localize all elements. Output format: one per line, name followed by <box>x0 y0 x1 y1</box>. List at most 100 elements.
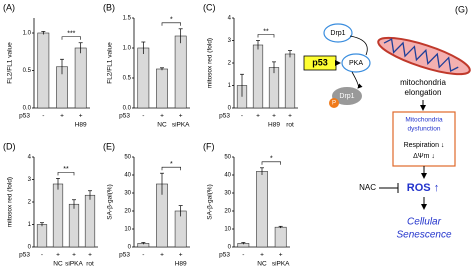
condition-value: + <box>88 252 92 259</box>
y-tick-label: 40 <box>224 173 231 179</box>
condition-value: + <box>160 113 164 120</box>
condition-value: siPKA <box>172 122 190 129</box>
condition-value: + <box>272 113 276 120</box>
arrow <box>349 35 368 56</box>
bar <box>284 53 296 109</box>
bar <box>256 171 268 248</box>
respiration-label: Respiration ↓ <box>404 142 445 149</box>
y-tick-label: 1 <box>228 83 232 89</box>
y-tick-label: 0.0 <box>123 106 132 112</box>
panel-label: (G) <box>455 4 468 14</box>
condition-name: p53 <box>19 113 30 120</box>
significance-bracket <box>57 172 75 176</box>
senescence-label: Senescence <box>396 230 451 241</box>
y-tick-label: 1.5 <box>123 16 132 22</box>
condition-name: p53 <box>119 113 130 120</box>
y-tick-label: 0 <box>228 245 232 251</box>
y-tick-label: 2 <box>28 200 32 206</box>
pka-label: PKA <box>349 60 363 67</box>
condition-value: NC <box>53 261 63 268</box>
y-tick-label: 4 <box>228 16 232 22</box>
bar <box>36 224 48 248</box>
panel-label: (B) <box>103 2 115 12</box>
condition-value: + <box>56 252 60 259</box>
condition-value: - <box>142 252 144 259</box>
condition-value: + <box>72 252 76 259</box>
y-tick-label: 20 <box>124 209 131 215</box>
bar <box>52 183 64 248</box>
pka-node <box>341 53 371 73</box>
significance-label: * <box>170 161 173 168</box>
y-tick-label: 3 <box>28 177 32 183</box>
y-tick-label: 30 <box>224 191 231 197</box>
bar <box>84 194 96 248</box>
membrane-label: ΔΨm ↓ <box>413 153 435 160</box>
significance-bracket <box>61 36 81 40</box>
condition-value: + <box>260 252 264 259</box>
condition-value: - <box>42 113 44 120</box>
y-tick-label: 10 <box>124 227 131 233</box>
panel-label: (D) <box>3 141 16 151</box>
y-tick-label: 0 <box>28 245 32 251</box>
drp1-node <box>323 23 353 43</box>
condition-value: + <box>256 113 260 120</box>
condition-value: siPKA <box>272 261 290 268</box>
y-tick-label: 10 <box>224 227 231 233</box>
ros-label: ROS ↑ <box>407 182 439 194</box>
y-axis-label: mitosox red (fold) <box>207 38 214 88</box>
y-tick-label: 30 <box>124 191 131 197</box>
condition-value: + <box>288 113 292 120</box>
y-axis-label: FL2/FL1 value <box>107 42 114 84</box>
condition-value: H89 <box>75 122 87 129</box>
bar <box>68 203 80 248</box>
condition-value: rot <box>286 122 294 129</box>
condition-name: p53 <box>219 113 230 120</box>
y-tick-label: 0 <box>128 245 132 251</box>
condition-value: + <box>160 252 164 259</box>
significance-label: * <box>270 156 273 163</box>
significance-label: * <box>170 17 173 24</box>
dysfunction-box <box>392 111 456 167</box>
phospho-label: P <box>332 101 336 107</box>
condition-value: + <box>179 252 183 259</box>
y-axis-label: SA-β-gal(%) <box>207 184 214 220</box>
panel-label: (C) <box>203 2 216 12</box>
condition-name: p53 <box>19 252 30 259</box>
condition-value: - <box>41 252 43 259</box>
condition-value: rot <box>86 261 94 268</box>
condition-value: - <box>142 113 144 120</box>
condition-name: p53 <box>119 252 130 259</box>
p53-label: p53 <box>312 57 328 67</box>
senescence-label: Cellular <box>407 217 442 228</box>
condition-name: p53 <box>219 252 230 259</box>
bar <box>137 47 150 109</box>
condition-value: + <box>79 113 83 120</box>
significance-bracket <box>261 161 281 165</box>
y-tick-label: 0.0 <box>23 106 32 112</box>
bar <box>252 44 264 109</box>
condition-value: siPKA <box>65 261 83 268</box>
panel-label: (E) <box>103 141 115 151</box>
condition-value: H89 <box>175 261 187 268</box>
nac-label: NAC <box>359 183 376 192</box>
condition-value: - <box>242 252 244 259</box>
mitochondrion <box>377 36 471 76</box>
bar <box>268 67 280 109</box>
elongation-label: mitochondria <box>400 78 446 87</box>
significance-label: ** <box>63 166 69 173</box>
y-axis-label: SA-β-gal(%) <box>107 184 114 220</box>
diagram: (G) Drp1 p53 PKA Drp1 P mitochondria elo… <box>303 4 471 241</box>
drp1-label: Drp1 <box>330 30 345 37</box>
condition-value: + <box>60 113 64 120</box>
condition-value: + <box>179 113 183 120</box>
significance-bracket <box>257 34 275 38</box>
bar <box>74 47 87 109</box>
y-tick-label: 50 <box>224 155 231 161</box>
y-axis-label: FL2/FL1 value <box>7 42 14 84</box>
y-tick-label: 4 <box>28 155 32 161</box>
phospho-node <box>329 98 339 108</box>
bar <box>156 68 168 109</box>
y-tick-label: 40 <box>124 173 131 179</box>
y-tick-label: 20 <box>224 209 231 215</box>
y-tick-label: 1 <box>28 222 32 228</box>
